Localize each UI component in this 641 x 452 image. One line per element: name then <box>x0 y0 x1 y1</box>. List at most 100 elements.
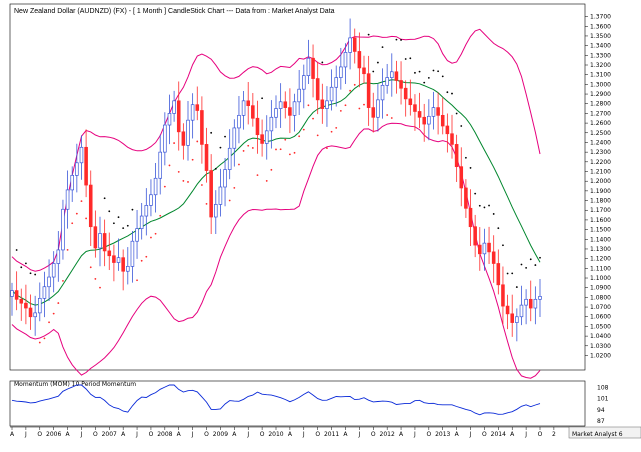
candle <box>209 154 213 235</box>
momentum-layer: 108 101 94 87 <box>11 384 609 425</box>
sar-dot <box>108 210 111 213</box>
candle <box>385 63 389 94</box>
y-tick-label: 1.2200 <box>590 159 611 166</box>
x-tick-label: 2007 <box>102 431 117 438</box>
candle-body <box>320 99 325 109</box>
candle-body <box>42 286 47 299</box>
candle <box>264 115 269 160</box>
candle <box>121 249 125 291</box>
x-tick-label: A <box>10 431 15 438</box>
x-tick-label: O <box>371 431 376 438</box>
candle-body <box>306 57 311 77</box>
sar-dot <box>112 222 115 225</box>
sar-dot <box>210 131 213 134</box>
candle <box>343 43 348 84</box>
momentum-line <box>11 384 541 416</box>
y-tick-label: 1.1600 <box>590 217 611 224</box>
x-tick-label: A <box>232 431 237 438</box>
sar-dot <box>270 168 273 171</box>
x-tick-label: 2014 <box>491 431 506 438</box>
x-tick-label: A <box>510 431 515 438</box>
sar-dot <box>122 227 125 230</box>
candle <box>51 251 56 293</box>
sar-dot <box>163 185 166 188</box>
x-tick-label: 2013 <box>435 431 450 438</box>
x-tick-label: O <box>37 431 42 438</box>
y-tick-label: 1.1500 <box>590 227 611 234</box>
candle-body <box>135 228 139 242</box>
candle <box>399 61 403 105</box>
candle <box>408 79 413 116</box>
candle <box>79 135 84 180</box>
candle-body <box>51 263 56 278</box>
candle-body <box>116 257 121 263</box>
candle-body <box>10 290 14 297</box>
candle <box>454 134 459 182</box>
sar-dot <box>344 104 347 107</box>
candle <box>283 91 288 119</box>
sar-dot <box>150 236 152 239</box>
sar-dot <box>395 38 398 41</box>
candle-body <box>357 51 362 69</box>
sar-dot <box>85 217 88 220</box>
candle <box>237 95 241 144</box>
sar-dot <box>302 128 305 131</box>
candle <box>320 83 325 124</box>
sar-dot <box>353 83 356 86</box>
candle <box>496 249 501 295</box>
sar-dot <box>34 273 37 276</box>
candle <box>491 235 496 283</box>
x-tick-label: A <box>121 431 126 438</box>
candle <box>181 123 186 160</box>
candle-body <box>292 101 297 116</box>
x-tick-label: O <box>149 431 154 438</box>
sar-dot <box>464 156 467 159</box>
candle <box>112 244 116 282</box>
candle-body <box>260 134 264 144</box>
candle <box>311 44 315 98</box>
candle-body <box>478 244 482 255</box>
candle <box>325 86 329 127</box>
candle <box>204 127 209 183</box>
sar-dot <box>335 126 338 129</box>
x-tick-label: O <box>93 431 98 438</box>
candle <box>98 216 102 267</box>
candle <box>255 100 260 154</box>
candle-body <box>19 298 24 304</box>
candle <box>195 86 200 121</box>
candle <box>107 232 112 271</box>
candle-body <box>241 100 246 116</box>
sar-dot <box>363 103 365 106</box>
sar-dot <box>386 114 389 116</box>
candle-body <box>538 296 542 300</box>
sar-dot <box>136 279 138 282</box>
candle <box>339 47 343 90</box>
y-tick-label: 1.1000 <box>590 275 611 282</box>
candle-body <box>56 249 61 264</box>
x-tick-label: J <box>24 431 27 438</box>
sar-dot <box>238 163 240 166</box>
sar-dot <box>247 144 250 147</box>
candle-body <box>75 162 79 176</box>
candle <box>334 65 338 107</box>
candle-body <box>385 77 389 86</box>
sar-dot <box>94 278 97 280</box>
sar-dot <box>321 61 324 64</box>
sar-dot <box>316 134 319 137</box>
x-tick-label: J <box>302 431 305 438</box>
sar-dot <box>390 117 393 119</box>
candle-body <box>311 57 315 79</box>
candle-body <box>47 276 51 288</box>
sar-dot <box>307 104 310 107</box>
candle-body <box>491 251 496 264</box>
candle-body <box>524 298 528 306</box>
candle-body <box>251 105 255 119</box>
momentum-plot-frame <box>9 380 586 427</box>
y-tick-label: 1.2500 <box>590 130 611 137</box>
y-tick-label: 1.2700 <box>590 110 611 117</box>
candle-body <box>200 110 204 145</box>
candle-body <box>88 184 93 228</box>
sar-dot <box>140 259 143 262</box>
x-tick-label: 2008 <box>157 431 172 438</box>
candle <box>24 284 28 325</box>
